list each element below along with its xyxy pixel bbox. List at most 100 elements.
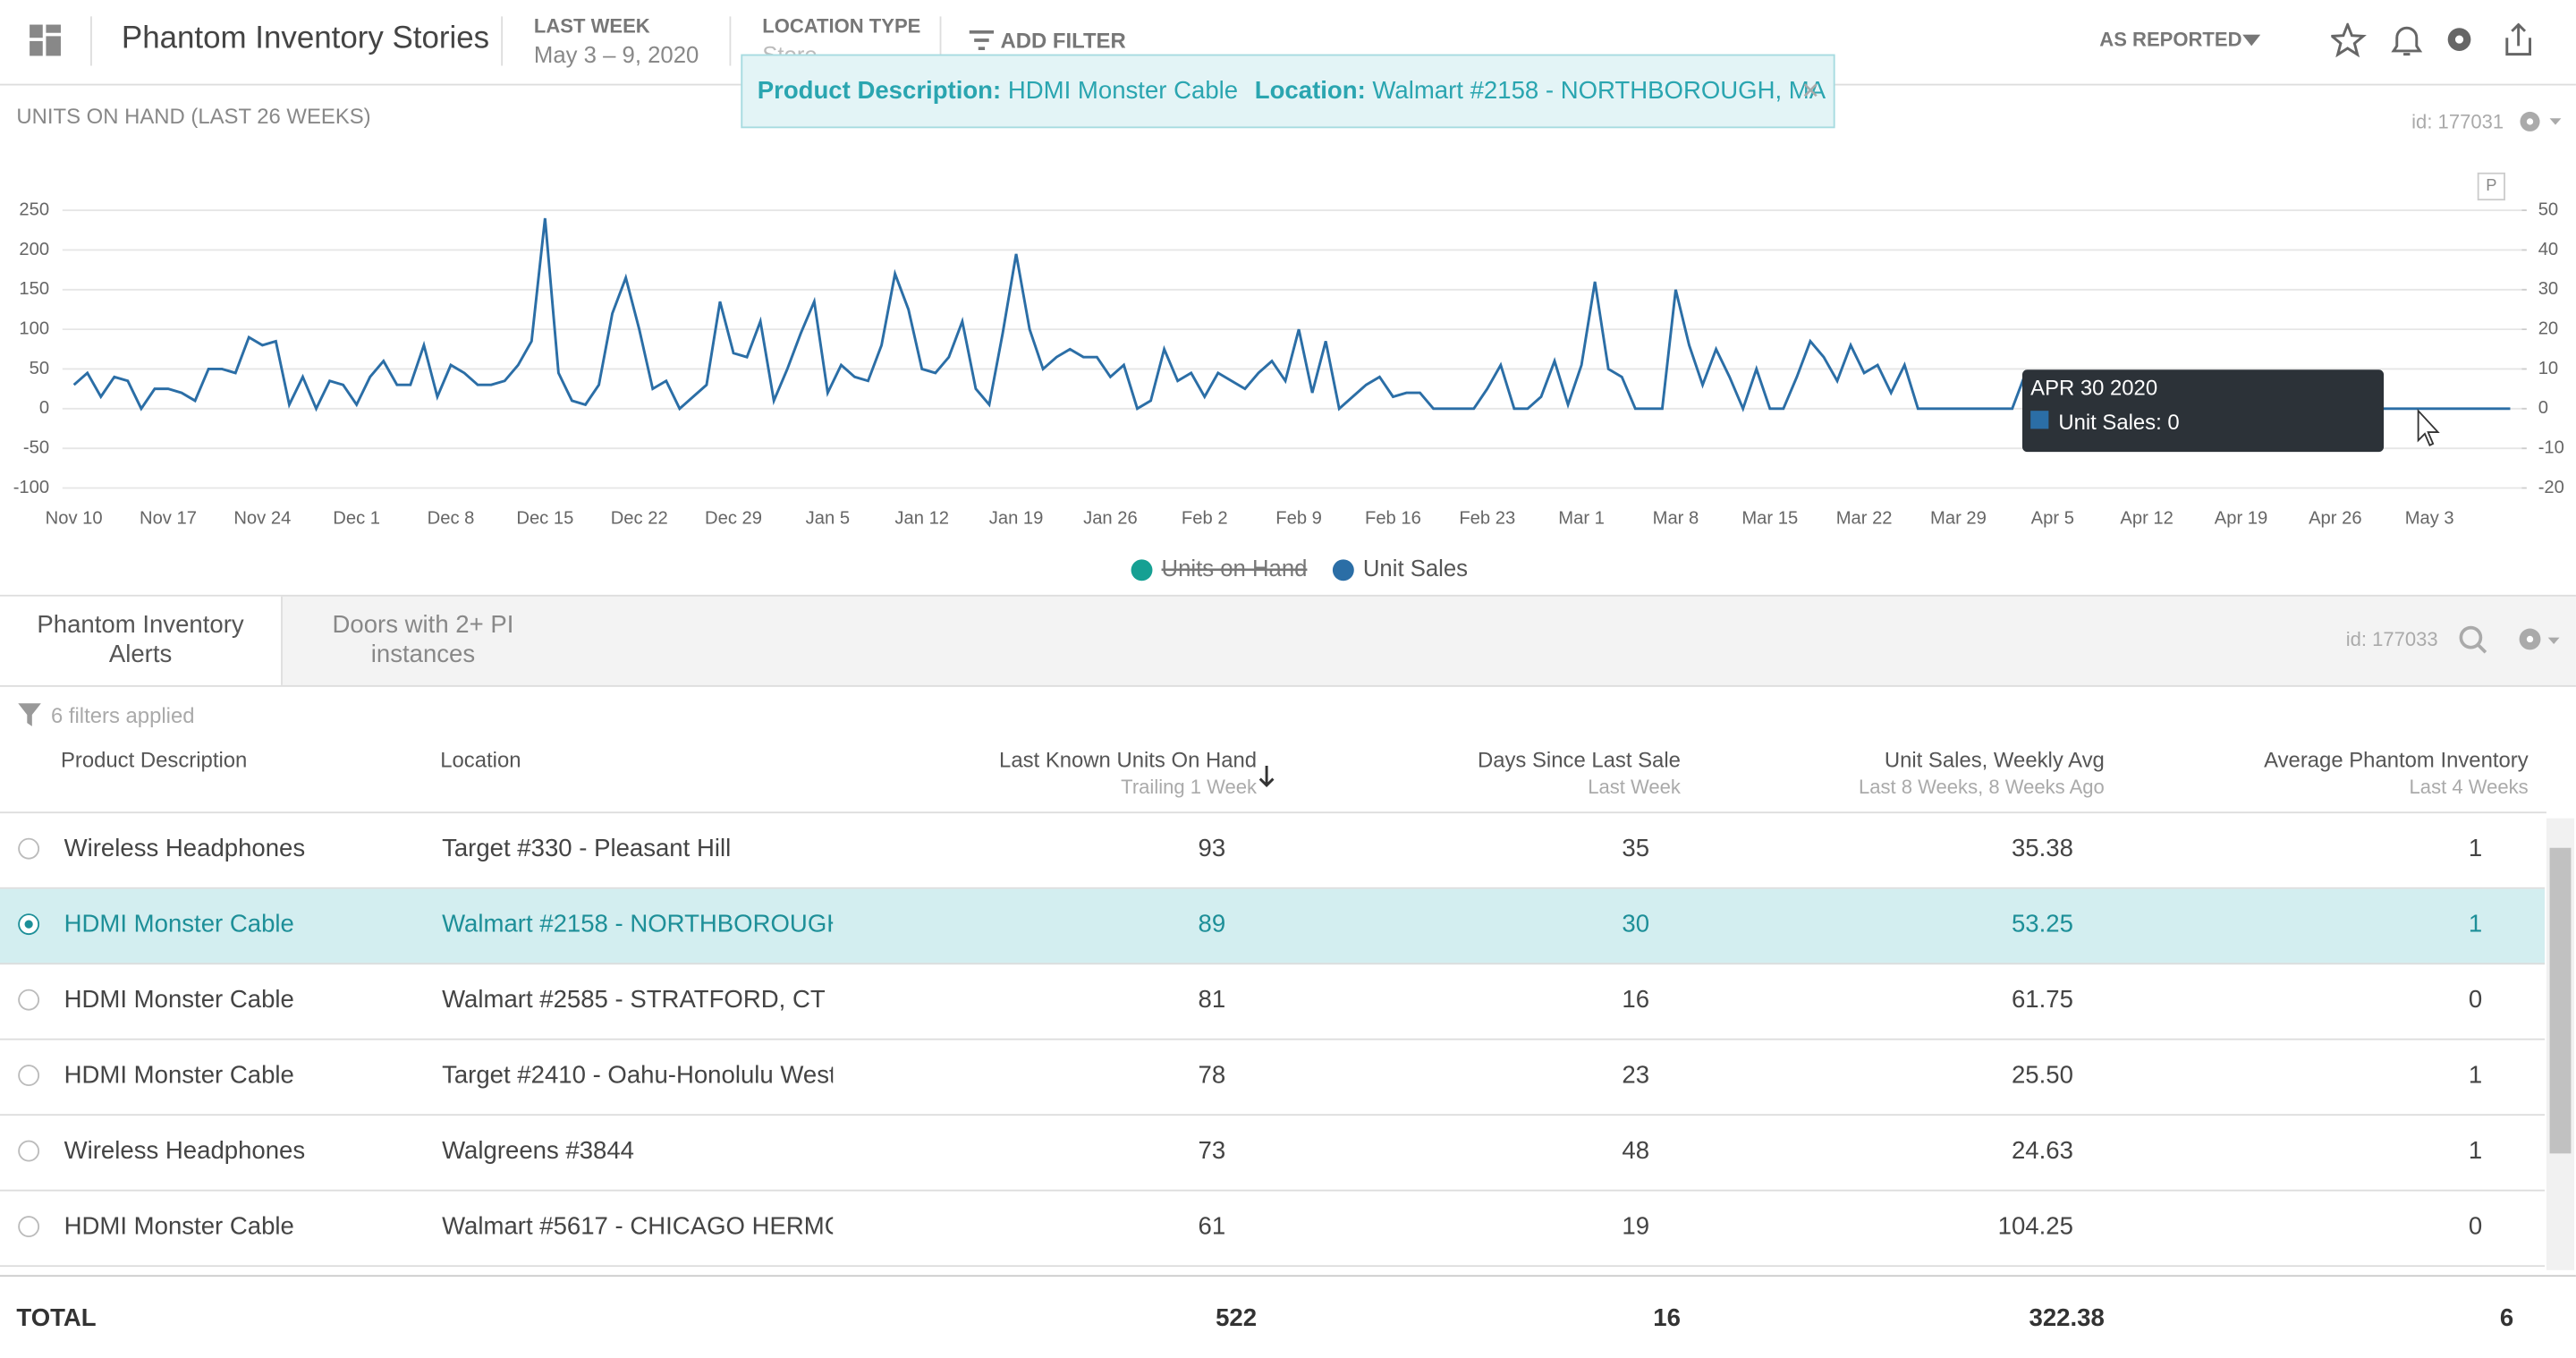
- row-radio-dot: [24, 920, 33, 929]
- table-row[interactable]: HDMI Monster Cable Walmart #5617 - CHICAG…: [0, 1192, 2546, 1268]
- tab-bar: [0, 594, 2576, 687]
- panel-settings[interactable]: [2517, 108, 2566, 134]
- filter-icon: [969, 30, 995, 51]
- legend-item[interactable]: Unit Sales: [1332, 556, 1468, 581]
- table-row[interactable]: HDMI Monster Cable Walmart #2585 - STRATF…: [0, 964, 2546, 1040]
- table-cell: 1: [2468, 1061, 2483, 1090]
- table-cell: Walgreens #3844: [442, 1136, 635, 1166]
- x-tick-label: Mar 29: [1930, 509, 1987, 529]
- total-cell: TOTAL: [16, 1304, 97, 1333]
- filters-applied[interactable]: 6 filters applied: [50, 703, 195, 728]
- table-cell: 1: [2468, 835, 2483, 863]
- search-icon[interactable]: [2459, 625, 2483, 649]
- table-row[interactable]: HDMI Monster Cable Target #2410 - Oahu-Ho…: [0, 1040, 2546, 1116]
- table-cell: Walmart #5617 - CHICAGO HERMC: [442, 1212, 834, 1241]
- table-cell: 61.75: [2011, 986, 2073, 1014]
- column-header[interactable]: Product Description: [60, 747, 248, 773]
- table-cell: HDMI Monster Cable: [64, 1061, 294, 1090]
- x-tick-label: Mar 8: [1653, 509, 1699, 529]
- y2-tick-label: 50: [2538, 199, 2558, 219]
- table-cell: Target #2410 - Oahu-Honolulu West: [442, 1061, 834, 1090]
- table-cell: 24.63: [2011, 1136, 2073, 1166]
- table-cell: 23: [1622, 1061, 1650, 1090]
- column-header[interactable]: Average Phantom Inventory: [2264, 747, 2529, 773]
- table-row[interactable]: Wireless Headphones Target #330 - Pleasan…: [0, 813, 2546, 889]
- notification-icon[interactable]: [2391, 26, 2423, 56]
- table-cell: 35.38: [2011, 835, 2073, 863]
- row-radio[interactable]: [18, 913, 40, 936]
- tab[interactable]: Doors with 2+ PI instances: [283, 597, 564, 685]
- table-cell: HDMI Monster Cable: [64, 1212, 294, 1241]
- toolbar-icons: [2331, 22, 2531, 58]
- row-radio[interactable]: [18, 837, 40, 860]
- legend-label: Units on Hand: [1162, 556, 1308, 581]
- table-cell: HDMI Monster Cable: [64, 910, 294, 938]
- print-badge[interactable]: P: [2477, 172, 2505, 201]
- chart-panel-title: UNITS ON HAND (LAST 26 WEEKS): [16, 103, 371, 129]
- tab-active[interactable]: Phantom Inventory Alerts: [0, 596, 283, 685]
- x-tick-label: Jan 19: [989, 509, 1044, 529]
- filter-value[interactable]: May 3 – 9, 2020: [533, 40, 699, 68]
- y2-tick-label: 10: [2538, 359, 2558, 378]
- filter-label[interactable]: LOCATION TYPE: [762, 14, 921, 38]
- x-tick-label: Mar 22: [1836, 509, 1893, 529]
- dashboard-icon[interactable]: [30, 24, 63, 56]
- table-cell: 48: [1622, 1136, 1650, 1166]
- table-cell: 35: [1622, 835, 1650, 863]
- add-filter-button[interactable]: ADD FILTER: [1000, 28, 1126, 53]
- x-tick-label: May 3: [2405, 509, 2454, 529]
- y-tick-label: 150: [19, 279, 49, 299]
- legend-item[interactable]: Units on Hand: [1131, 556, 1308, 581]
- table-row[interactable]: HDMI Monster Cable Walmart #2158 - NORTHB…: [0, 888, 2546, 965]
- total-cell: 16: [1653, 1304, 1681, 1333]
- row-radio[interactable]: [18, 1065, 40, 1087]
- filter-label[interactable]: LAST WEEK: [533, 14, 650, 38]
- column-header[interactable]: Days Since Last Sale: [1477, 747, 1681, 773]
- y-tick-label: 250: [19, 199, 49, 219]
- table-cell: HDMI Monster Cable: [64, 986, 294, 1014]
- table-cell: Wireless Headphones: [64, 1136, 306, 1166]
- banner-key: Product Description:: [757, 77, 1002, 106]
- row-radio[interactable]: [18, 989, 40, 1011]
- page-title: Phantom Inventory Stories: [121, 21, 490, 56]
- tooltip-text: Unit Sales: 0: [2058, 411, 2179, 435]
- table-cell: Wireless Headphones: [64, 835, 306, 863]
- column-header[interactable]: Unit Sales, Weekly Avg: [1884, 747, 2105, 773]
- reporting-dropdown[interactable]: AS REPORTED: [2099, 28, 2242, 51]
- favorite-icon[interactable]: [2331, 22, 2367, 58]
- banner-value: HDMI Monster Cable: [1007, 77, 1239, 106]
- y2-tick-label: 0: [2538, 398, 2548, 418]
- share-icon[interactable]: [2505, 22, 2531, 56]
- legend-swatch: [1332, 559, 1354, 581]
- scroll-thumb[interactable]: [2549, 847, 2572, 1154]
- table-cell: 61: [1198, 1212, 1226, 1241]
- table-row[interactable]: Wireless Headphones Walgreens #3844 73 48 24…: [0, 1116, 2546, 1192]
- panel-id: id: 177033: [2345, 627, 2438, 651]
- dropdown-caret: [2242, 34, 2261, 47]
- row-radio[interactable]: [18, 1216, 40, 1238]
- table-cell: 19: [1622, 1212, 1650, 1241]
- column-subtitle: Last 8 Weeks, 8 Weeks Ago: [1858, 775, 2105, 799]
- total-cell: 522: [1216, 1304, 1258, 1333]
- filter-icon: [18, 703, 41, 726]
- scrollbar[interactable]: [2546, 818, 2575, 1270]
- tab-label: Doors with 2+ PI instances: [332, 611, 514, 669]
- table-tools: [2459, 625, 2560, 654]
- x-tick-label: Apr 12: [2120, 509, 2173, 529]
- banner-close[interactable]: ✕: [1801, 77, 1821, 104]
- column-header[interactable]: Last Known Units On Hand: [999, 747, 1258, 773]
- row-radio[interactable]: [18, 1140, 40, 1162]
- table-cell: 93: [1198, 835, 1226, 863]
- table-cell: 104.25: [1997, 1212, 2073, 1241]
- table-cell: 0: [2468, 986, 2483, 1014]
- sort-arrow[interactable]: [1258, 765, 1275, 789]
- tooltip: [2021, 369, 2385, 453]
- column-header[interactable]: Location: [440, 747, 521, 773]
- x-tick-label: Jan 12: [894, 509, 949, 529]
- banner-key: Location:: [1254, 77, 1366, 106]
- table-cell: 25.50: [2011, 1061, 2073, 1090]
- y2-tick-label: 40: [2538, 240, 2558, 259]
- settings-icon[interactable]: [2447, 28, 2471, 51]
